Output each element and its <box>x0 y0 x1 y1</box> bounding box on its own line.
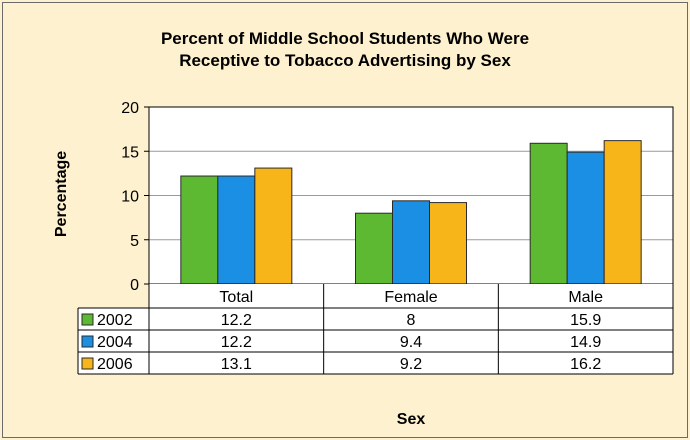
chart-title-line-1: Percent of Middle School Students Who We… <box>161 29 529 48</box>
y-tick-label: 20 <box>121 100 139 117</box>
y-tick-label: 10 <box>121 189 139 206</box>
category-label-male: Male <box>568 289 603 306</box>
legend-swatch-2004 <box>81 335 94 348</box>
bar-2004-male <box>566 151 605 285</box>
bar-2006-total <box>254 167 293 285</box>
data-table-bg <box>149 284 673 374</box>
legend-swatch-2002 <box>81 313 94 326</box>
table-cell: 9.4 <box>400 334 422 351</box>
table-cell: 12.2 <box>221 312 252 329</box>
table-cell: 14.9 <box>570 334 601 351</box>
bar-2006-male <box>603 140 642 285</box>
legend-swatch-2006 <box>81 357 94 370</box>
table-cell: 16.2 <box>570 356 601 373</box>
legend-label-2002: 2002 <box>97 312 133 329</box>
bar-2004-female <box>392 200 430 285</box>
y-tick-label: 0 <box>130 277 139 294</box>
table-cell: 9.2 <box>400 356 422 373</box>
category-label-total: Total <box>219 289 253 306</box>
y-tick-label: 15 <box>121 144 139 161</box>
bar-2002-female <box>355 212 393 285</box>
legend-label-2004: 2004 <box>97 334 133 351</box>
table-cell: 15.9 <box>570 312 601 329</box>
y-axis-label: Percentage <box>53 151 70 237</box>
table-cell: 13.1 <box>221 356 252 373</box>
x-axis-label: Sex <box>397 411 426 428</box>
legend-label-2006: 2006 <box>97 356 133 373</box>
bar-2002-total <box>180 175 219 285</box>
bar-2002-male <box>529 142 568 285</box>
category-label-female: Female <box>384 289 437 306</box>
table-cell: 12.2 <box>221 334 252 351</box>
bar-2006-female <box>429 202 467 285</box>
chart-title-line-2: Receptive to Tobacco Advertising by Sex <box>179 51 511 70</box>
table-cell: 8 <box>407 312 416 329</box>
y-tick-label: 5 <box>130 233 139 250</box>
bar-2004-total <box>217 175 256 285</box>
